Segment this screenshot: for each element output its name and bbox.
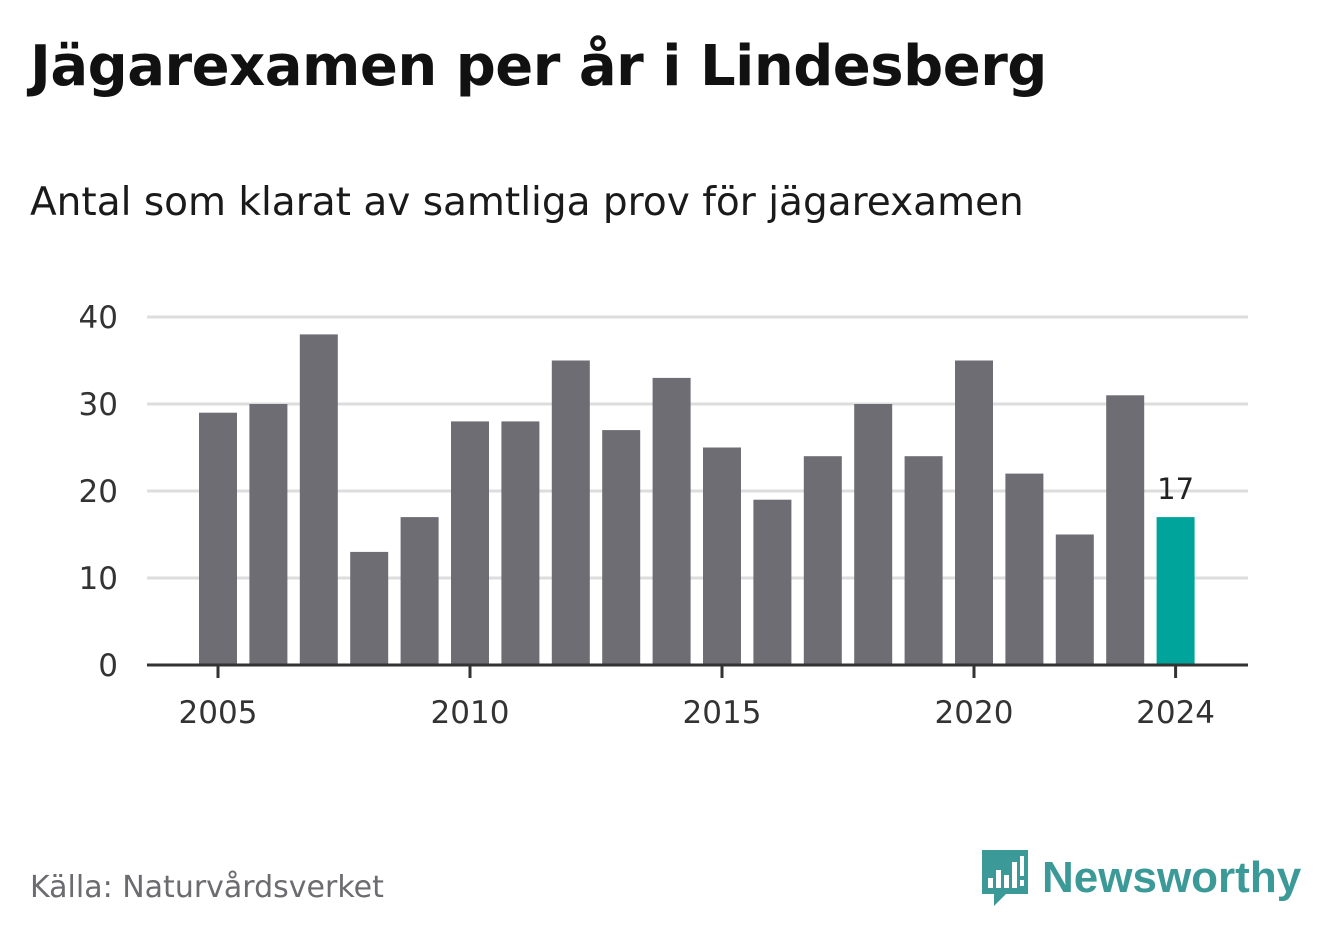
bar-2018 (854, 404, 893, 665)
x-tick-label: 2015 (683, 695, 762, 731)
bar-2005 (199, 412, 237, 665)
bar-2020 (955, 360, 993, 665)
x-tick-label: 2010 (431, 695, 510, 731)
brand-name: Newsworthy (1042, 853, 1302, 902)
chart-subtitle: Antal som klarat av samtliga prov för jä… (30, 180, 1024, 225)
bar-2013 (602, 430, 641, 665)
bar-2019 (904, 456, 943, 665)
bar-2016 (753, 499, 792, 665)
brand-logo: Newsworthy (980, 848, 1301, 908)
highlight-value-label: 17 (1157, 472, 1194, 506)
bar-2014 (652, 377, 691, 665)
bar-2011 (501, 421, 540, 665)
bar-2024 (1156, 517, 1195, 665)
x-tick-label: 2005 (179, 695, 258, 731)
bar-2021 (1005, 473, 1044, 665)
bar-2022 (1055, 534, 1094, 665)
bar-2009 (400, 517, 439, 665)
bar-2007 (299, 334, 338, 665)
y-tick-label: 40 (79, 300, 118, 336)
bar-2015 (703, 447, 741, 665)
bar-2008 (350, 551, 389, 665)
x-tick-label: 2024 (1136, 695, 1215, 731)
y-tick-label: 0 (98, 648, 118, 684)
bar-2006 (249, 404, 288, 665)
bar-2017 (803, 456, 842, 665)
newsworthy-logo-icon (982, 850, 1028, 906)
y-tick-label: 10 (79, 561, 118, 597)
bar-2023 (1106, 395, 1145, 665)
source-note: Källa: Naturvårdsverket (30, 870, 384, 905)
bar-2010 (451, 421, 489, 665)
y-tick-label: 30 (79, 387, 118, 423)
y-tick-label: 20 (79, 474, 118, 510)
x-tick-label: 2020 (935, 695, 1014, 731)
axes (147, 663, 1248, 678)
bars (199, 334, 1195, 665)
bar-2012 (551, 360, 590, 665)
chart-title: Jägarexamen per år i Lindesberg (30, 34, 1047, 99)
labels: 0 10 20 30 40 2005 2010 2015 2020 2024 17 (79, 300, 1216, 731)
